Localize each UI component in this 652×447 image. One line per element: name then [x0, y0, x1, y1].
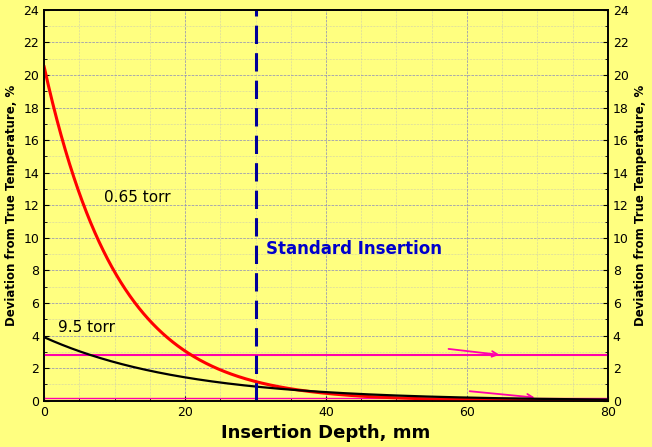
X-axis label: Insertion Depth, mm: Insertion Depth, mm	[222, 424, 430, 442]
Text: Standard Insertion: Standard Insertion	[266, 240, 442, 258]
Text: 9.5 torr: 9.5 torr	[58, 320, 115, 335]
Text: 0.65 torr: 0.65 torr	[104, 190, 171, 205]
Y-axis label: Deviation from True Temperature, %: Deviation from True Temperature, %	[5, 84, 18, 326]
Y-axis label: Deviation from True Temperature, %: Deviation from True Temperature, %	[634, 84, 647, 326]
